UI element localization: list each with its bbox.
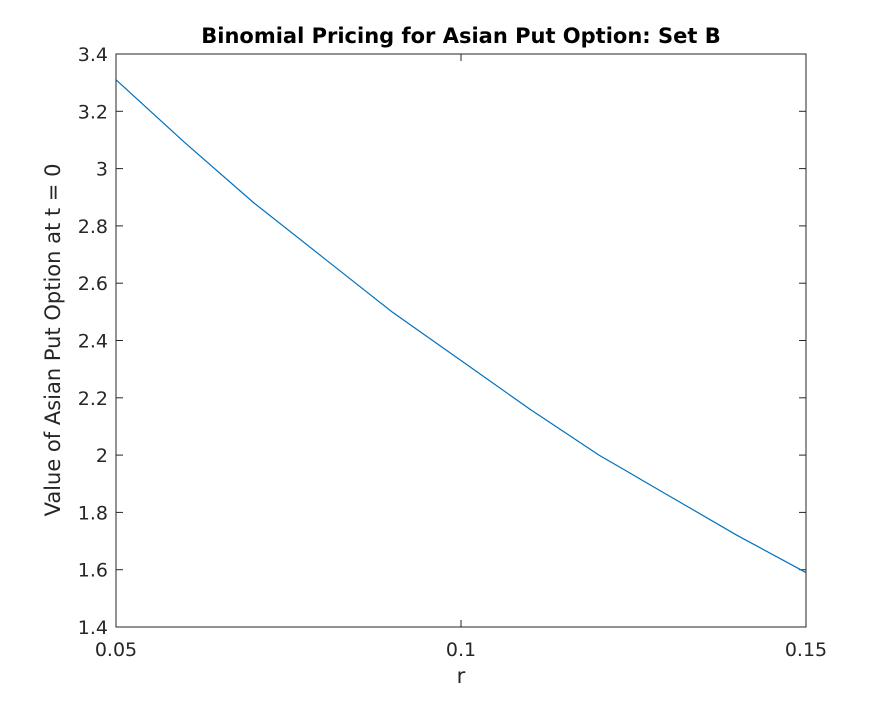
- y-tick-label: 2.6: [78, 273, 108, 295]
- y-tick-label: 2.8: [78, 216, 108, 238]
- y-tick-label: 3: [96, 159, 108, 181]
- x-tick-label: 0.1: [446, 639, 476, 661]
- y-tick-label: 1.6: [78, 560, 108, 582]
- axes-frame: [115, 53, 807, 628]
- x-tick-label: 0.05: [95, 639, 137, 661]
- series-layer: [115, 79, 807, 574]
- x-tick-label: 0.15: [785, 639, 827, 661]
- y-tick-label: 2: [96, 445, 108, 467]
- y-tick-label: 3.2: [78, 101, 108, 123]
- series-line: [115, 79, 807, 574]
- y-tick-label: 1.4: [78, 617, 108, 639]
- y-axis-label: Value of Asian Put Option at t = 0: [41, 164, 65, 517]
- y-tick-label: 2.4: [78, 331, 108, 353]
- y-tick-label: 3.4: [78, 44, 108, 66]
- y-tick-label: 1.8: [78, 502, 108, 524]
- y-tick-label: 2.2: [78, 388, 108, 410]
- chart-title: Binomial Pricing for Asian Put Option: S…: [201, 24, 720, 48]
- plot-area: [116, 54, 806, 627]
- tick-labels-layer: 1.4 1.6 1.8 2 2.2 2.4 2.6 2.8 3 3.2 3.4 0.05 0.1 0.15: [78, 44, 827, 661]
- x-axis-label: r: [457, 664, 466, 688]
